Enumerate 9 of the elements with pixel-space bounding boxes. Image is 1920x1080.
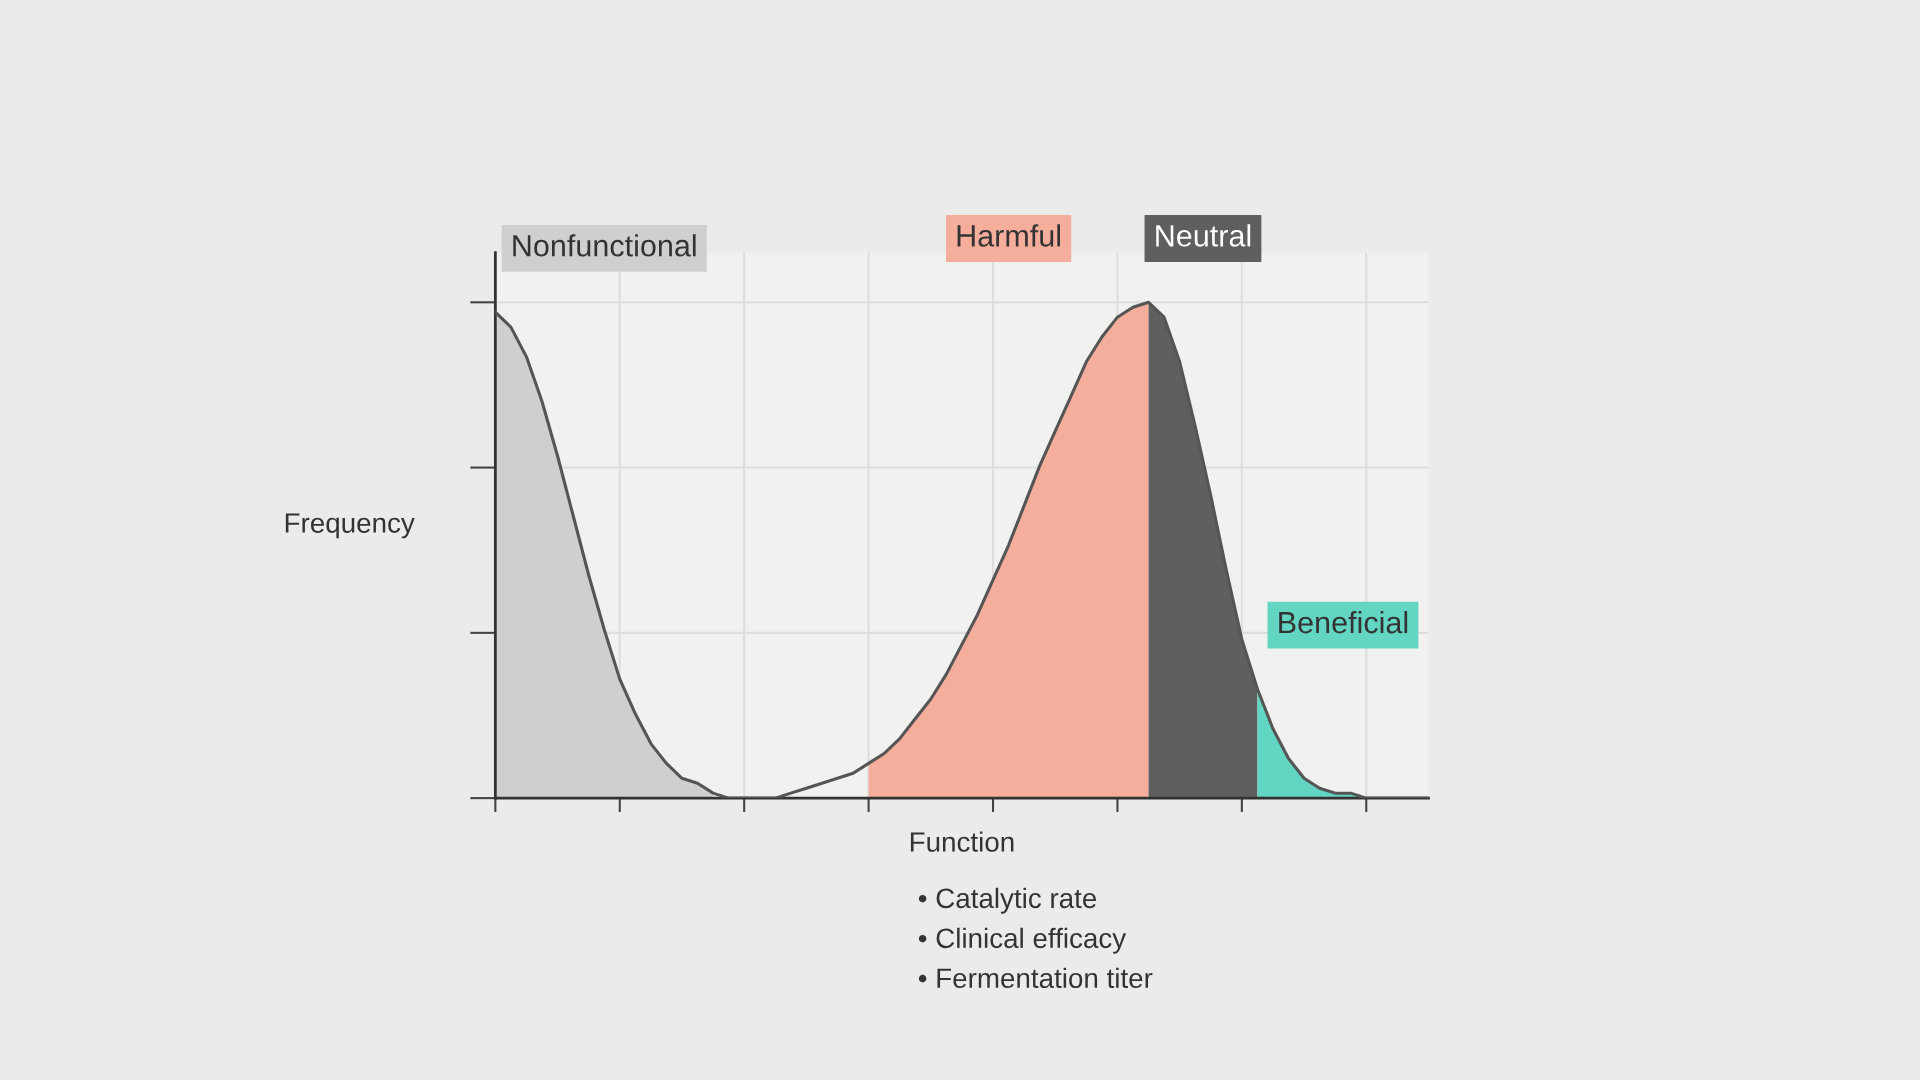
- text: • Fermentation titer: [918, 967, 1153, 989]
- series-label: Neutral: [1156, 224, 1251, 247]
- x-axis-title: Function: [910, 831, 1014, 852]
- series-label: Nonfunctional: [513, 234, 696, 257]
- series-label: Beneficial: [1279, 610, 1408, 634]
- text: • Clinical efficacy: [918, 927, 1127, 954]
- text: Harmful: [957, 224, 1061, 247]
- y-axis-title: Frequency: [285, 513, 415, 539]
- text: • Catalytic rate: [918, 887, 1097, 914]
